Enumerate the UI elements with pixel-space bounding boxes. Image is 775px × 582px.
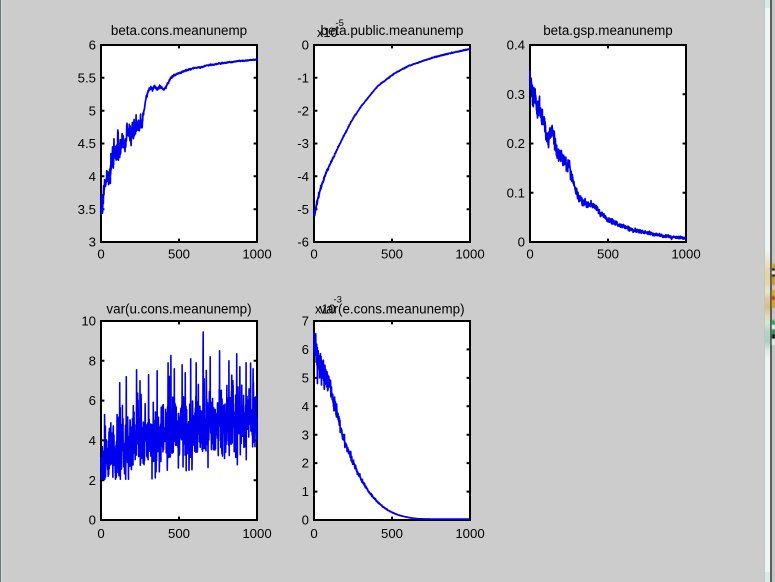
svg-text:500: 500 (381, 247, 403, 262)
svg-text:6: 6 (89, 38, 96, 53)
svg-text:1000: 1000 (455, 247, 484, 262)
svg-text:6: 6 (89, 393, 96, 408)
svg-text:5: 5 (89, 103, 96, 118)
svg-text:0: 0 (97, 526, 104, 541)
svg-text:-5: -5 (297, 202, 309, 217)
svg-text:0: 0 (310, 247, 317, 262)
svg-text:0.4: 0.4 (507, 38, 525, 53)
svg-text:10: 10 (322, 303, 336, 317)
svg-text:500: 500 (168, 247, 190, 262)
svg-text:4: 4 (89, 169, 96, 184)
svg-text:0: 0 (302, 513, 309, 528)
svg-text:0.1: 0.1 (507, 185, 525, 200)
svg-text:5.5: 5.5 (78, 70, 96, 85)
svg-text:var(u.cons.meanunemp): var(u.cons.meanunemp) (106, 302, 251, 317)
svg-text:3.5: 3.5 (78, 202, 96, 217)
svg-text:var(e.cons.meanunemp): var(e.cons.meanunemp) (319, 302, 464, 317)
svg-text:1000: 1000 (455, 526, 484, 541)
svg-text:-3: -3 (297, 136, 309, 151)
svg-text:x: x (315, 303, 322, 317)
svg-text:4: 4 (302, 399, 309, 414)
svg-text:0: 0 (526, 247, 533, 262)
svg-text:4: 4 (89, 433, 96, 448)
svg-text:2: 2 (302, 456, 309, 471)
svg-text:0: 0 (97, 247, 104, 262)
svg-text:beta.cons.meanunemp: beta.cons.meanunemp (111, 23, 247, 38)
svg-text:1000: 1000 (242, 526, 271, 541)
svg-text:-5: -5 (336, 18, 344, 29)
svg-text:500: 500 (168, 526, 190, 541)
svg-text:0.2: 0.2 (507, 136, 525, 151)
svg-text:1000: 1000 (671, 247, 700, 262)
svg-text:1: 1 (302, 484, 309, 499)
svg-text:0: 0 (518, 235, 525, 250)
svg-text:4.5: 4.5 (78, 136, 96, 151)
svg-text:x: x (317, 26, 324, 40)
svg-text:beta.public.meanunemp: beta.public.meanunemp (321, 23, 464, 38)
svg-text:1000: 1000 (242, 247, 271, 262)
svg-text:10: 10 (81, 314, 96, 329)
svg-text:10: 10 (324, 26, 338, 40)
svg-text:5: 5 (302, 371, 309, 386)
svg-text:500: 500 (597, 247, 619, 262)
svg-text:-6: -6 (297, 235, 309, 250)
svg-text:-2: -2 (297, 103, 309, 118)
svg-text:0: 0 (302, 38, 309, 53)
svg-text:0: 0 (89, 513, 96, 528)
svg-text:6: 6 (302, 342, 309, 357)
svg-text:3: 3 (89, 235, 96, 250)
svg-text:0.3: 0.3 (507, 87, 525, 102)
svg-text:beta.gsp.meanunemp: beta.gsp.meanunemp (543, 23, 673, 38)
svg-text:7: 7 (302, 314, 309, 329)
svg-text:0: 0 (310, 526, 317, 541)
svg-text:-1: -1 (297, 70, 309, 85)
svg-text:8: 8 (89, 353, 96, 368)
svg-text:3: 3 (302, 427, 309, 442)
svg-text:500: 500 (381, 526, 403, 541)
svg-text:-3: -3 (334, 295, 342, 306)
svg-text:2: 2 (89, 473, 96, 488)
svg-text:-4: -4 (297, 169, 309, 184)
